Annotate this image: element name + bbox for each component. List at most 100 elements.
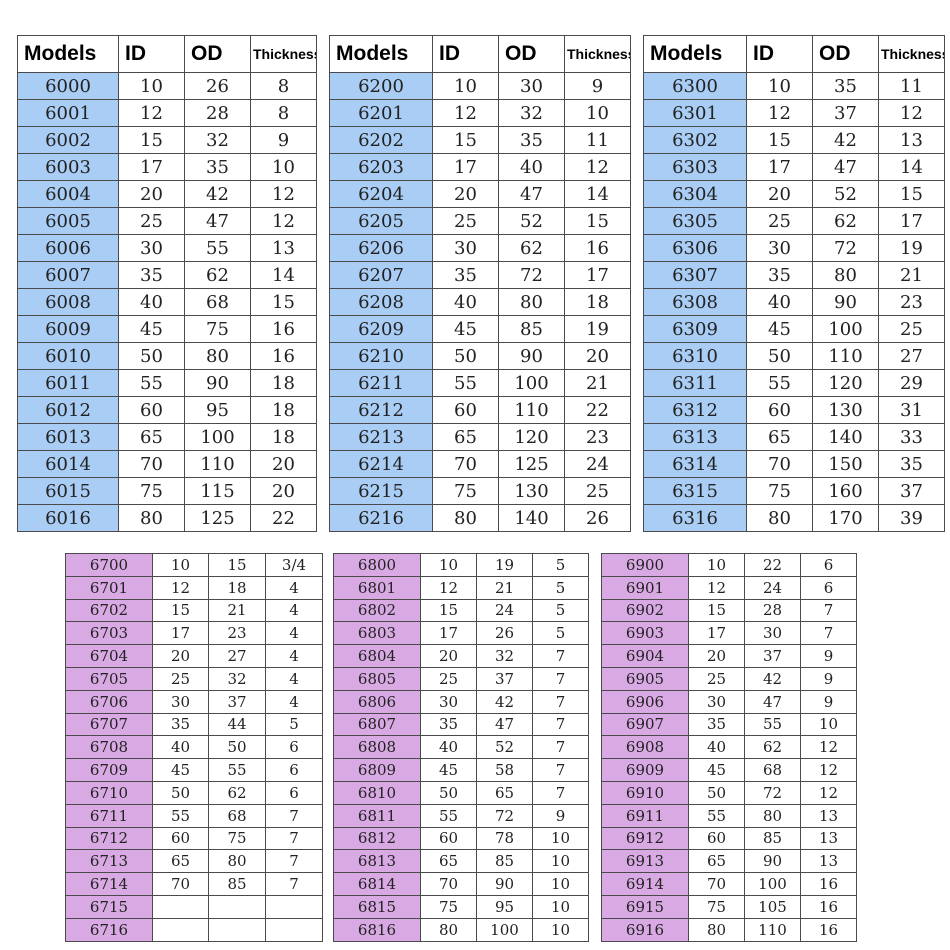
table-row: 6204 20 47 14 bbox=[329, 180, 631, 208]
table-row: 6815 75 95 10 bbox=[333, 894, 589, 919]
thickness-cell: 9 bbox=[564, 72, 631, 100]
od-cell: 72 bbox=[744, 780, 801, 805]
id-cell: 70 bbox=[688, 872, 745, 896]
od-cell: 35 bbox=[812, 72, 879, 100]
id-cell: 35 bbox=[688, 712, 745, 737]
thickness-cell: 10 bbox=[250, 153, 317, 181]
od-cell: 55 bbox=[184, 234, 251, 262]
od-cell: 18 bbox=[208, 575, 266, 600]
od-cell: 26 bbox=[184, 72, 251, 100]
model-cell: 6004 bbox=[17, 180, 119, 208]
table-row: 6205 25 52 15 bbox=[329, 207, 631, 235]
model-cell: 6316 bbox=[643, 504, 747, 532]
table-row: 6803 17 26 5 bbox=[333, 621, 589, 646]
table-row: 6901 12 24 6 bbox=[601, 575, 857, 600]
od-cell: 22 bbox=[744, 553, 801, 577]
id-cell: 70 bbox=[152, 872, 209, 896]
thickness-cell: 7 bbox=[265, 803, 323, 828]
bearing-table-6800-series: 6800 10 19 5 6801 12 21 5 6802 15 24 5 6803 17 26 5 6804… bbox=[333, 553, 589, 942]
od-cell: 110 bbox=[498, 396, 565, 424]
table-row: 6313 65 140 33 bbox=[643, 423, 945, 451]
thickness-cell: 10 bbox=[532, 894, 589, 919]
thickness-cell: 21 bbox=[878, 261, 945, 289]
table-row: 6009 45 75 16 bbox=[17, 315, 317, 343]
thickness-cell: 7 bbox=[532, 689, 589, 714]
od-cell: 68 bbox=[208, 803, 266, 828]
model-cell: 6702 bbox=[65, 598, 153, 623]
od-cell: 95 bbox=[476, 894, 533, 919]
od-cell: 140 bbox=[498, 504, 565, 532]
model-cell: 6712 bbox=[65, 826, 153, 851]
od-cell: 47 bbox=[184, 207, 251, 235]
id-cell: 45 bbox=[152, 758, 209, 782]
model-cell: 6916 bbox=[601, 917, 689, 942]
model-cell: 6201 bbox=[329, 99, 433, 127]
bearing-table-6700-series: 6700 10 15 3/4 6701 12 18 4 6702 15 21 4 6703 17 23 4 67… bbox=[65, 553, 323, 942]
table-row: 6008 40 68 15 bbox=[17, 288, 317, 316]
id-cell: 25 bbox=[420, 666, 477, 691]
table-row: 6209 45 85 19 bbox=[329, 315, 631, 343]
od-cell: 90 bbox=[812, 288, 879, 316]
model-cell: 6309 bbox=[643, 315, 747, 343]
id-cell: 55 bbox=[432, 369, 499, 397]
id-cell: 50 bbox=[118, 342, 185, 370]
od-cell: 47 bbox=[476, 712, 533, 737]
od-cell: 75 bbox=[184, 315, 251, 343]
model-cell: 6811 bbox=[333, 803, 421, 828]
od-cell: 42 bbox=[812, 126, 879, 154]
table-row: 6005 25 47 12 bbox=[17, 207, 317, 235]
model-cell: 6902 bbox=[601, 598, 689, 623]
thickness-cell: 9 bbox=[250, 126, 317, 154]
id-cell: 80 bbox=[118, 504, 185, 532]
header-row: Models ID OD Thickness bbox=[17, 35, 317, 73]
thickness-cell: 7 bbox=[800, 598, 857, 623]
id-cell: 25 bbox=[118, 207, 185, 235]
od-cell: 40 bbox=[498, 153, 565, 181]
table-row: 6912 60 85 13 bbox=[601, 826, 857, 851]
id-cell: 70 bbox=[432, 450, 499, 478]
od-cell: 24 bbox=[476, 598, 533, 623]
table-row: 6700 10 15 3/4 bbox=[65, 553, 323, 577]
id-cell: 65 bbox=[420, 849, 477, 874]
model-cell: 6304 bbox=[643, 180, 747, 208]
thickness-cell: 13 bbox=[800, 803, 857, 828]
model-cell: 6710 bbox=[65, 780, 153, 805]
thickness-cell: 7 bbox=[532, 666, 589, 691]
id-cell: 17 bbox=[152, 621, 209, 646]
thickness-cell: 23 bbox=[878, 288, 945, 316]
od-cell: 32 bbox=[498, 99, 565, 127]
od-cell: 32 bbox=[208, 666, 266, 691]
od-cell: 37 bbox=[744, 644, 801, 668]
model-cell: 6815 bbox=[333, 894, 421, 919]
od-cell: 72 bbox=[498, 261, 565, 289]
model-cell: 6805 bbox=[333, 666, 421, 691]
id-cell: 45 bbox=[432, 315, 499, 343]
header-row: Models ID OD Thickness bbox=[643, 35, 945, 73]
od-cell: 125 bbox=[498, 450, 565, 478]
table-row: 6913 65 90 13 bbox=[601, 849, 857, 874]
id-cell: 12 bbox=[420, 575, 477, 600]
id-header: ID bbox=[746, 35, 813, 73]
model-cell: 6709 bbox=[65, 758, 153, 782]
table-row: 6208 40 80 18 bbox=[329, 288, 631, 316]
thickness-cell: 16 bbox=[800, 917, 857, 942]
table-row: 6814 70 90 10 bbox=[333, 872, 589, 896]
id-cell: 55 bbox=[420, 803, 477, 828]
thickness-cell: 12 bbox=[564, 153, 631, 181]
model-cell: 6903 bbox=[601, 621, 689, 646]
table-row: 6309 45 100 25 bbox=[643, 315, 945, 343]
od-header: OD bbox=[498, 35, 565, 73]
table-row: 6311 55 120 29 bbox=[643, 369, 945, 397]
thickness-cell: 5 bbox=[532, 553, 589, 577]
thickness-cell: 6 bbox=[265, 735, 323, 760]
thickness-cell: 21 bbox=[564, 369, 631, 397]
od-cell: 130 bbox=[812, 396, 879, 424]
table-row: 6305 25 62 17 bbox=[643, 207, 945, 235]
model-cell: 6704 bbox=[65, 644, 153, 668]
model-cell: 6802 bbox=[333, 598, 421, 623]
od-cell: 130 bbox=[498, 477, 565, 505]
table-row: 6904 20 37 9 bbox=[601, 644, 857, 668]
od-cell: 30 bbox=[744, 621, 801, 646]
table-row: 6809 45 58 7 bbox=[333, 758, 589, 782]
thickness-cell: 16 bbox=[250, 315, 317, 343]
